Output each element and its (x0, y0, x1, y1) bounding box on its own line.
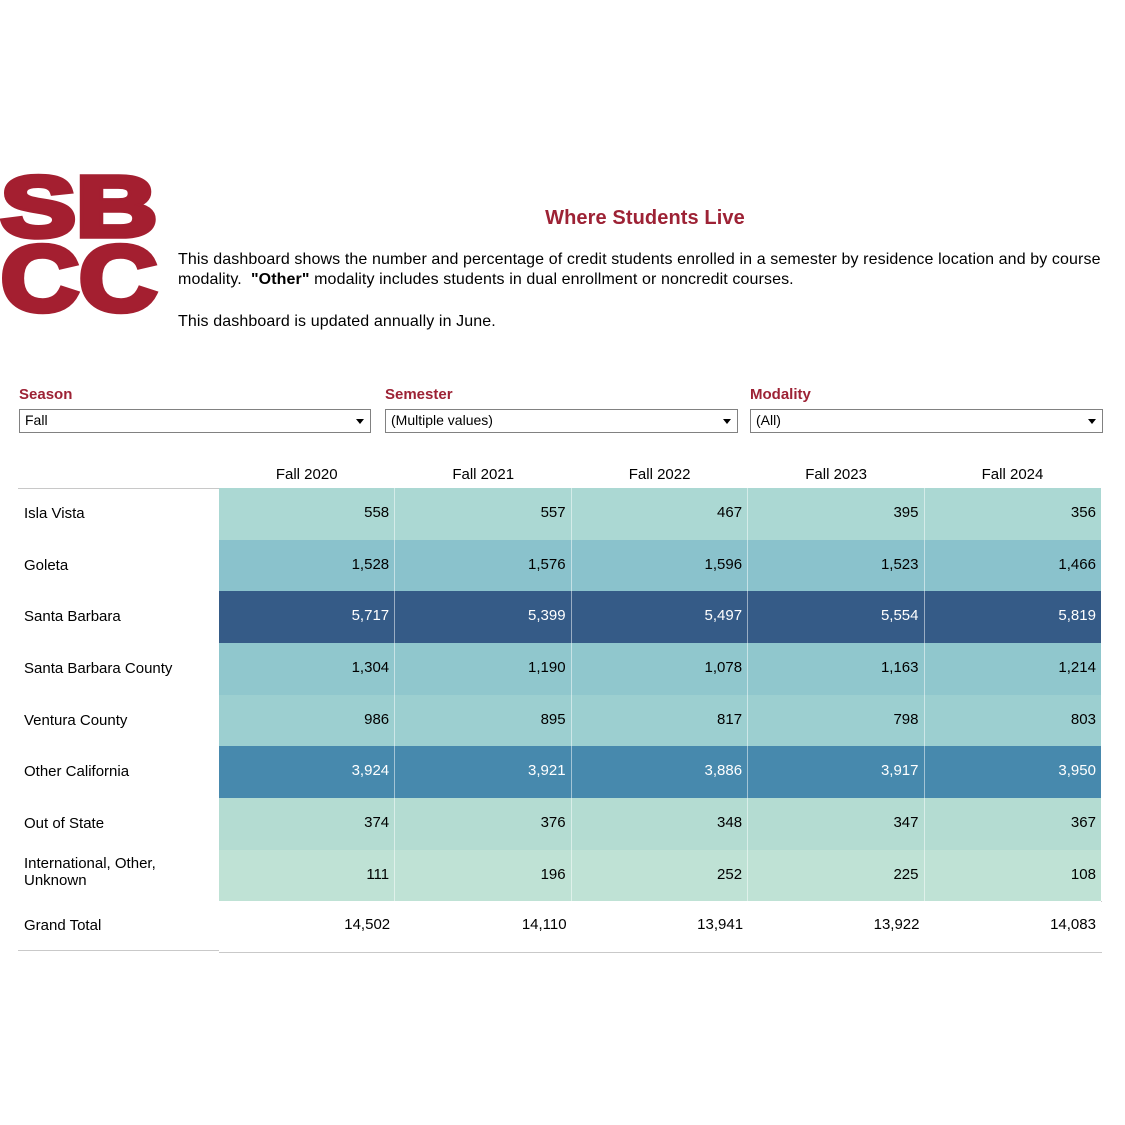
svg-text:CC: CC (1, 226, 158, 330)
svg-text:SB: SB (1, 160, 158, 255)
